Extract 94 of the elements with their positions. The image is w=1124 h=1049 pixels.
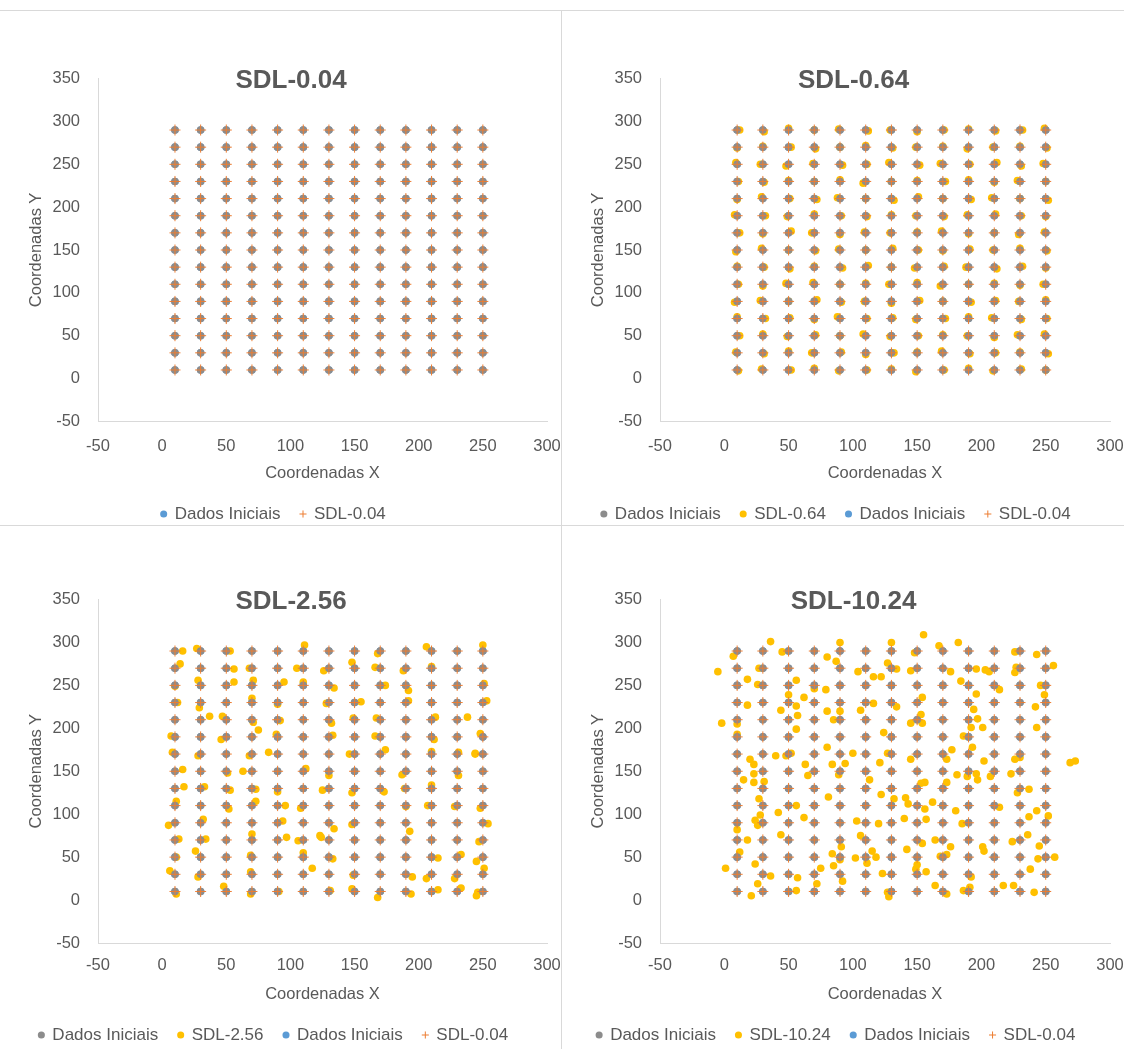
y-tick-label: -50 <box>56 410 80 429</box>
x-tick-label: -50 <box>648 435 672 454</box>
y-tick-label: -50 <box>618 410 642 429</box>
y-tick-label: 250 <box>614 674 642 693</box>
y-axis-title: Coordenadas Y <box>588 714 607 829</box>
x-tick-label: 300 <box>533 435 561 454</box>
x-axis-title: Coordenadas X <box>827 462 943 481</box>
x-tick-label: 150 <box>903 955 931 974</box>
x-tick-label: 150 <box>340 435 369 454</box>
y-axis-title: Coordenadas Y <box>26 192 45 308</box>
chart-title: SDL-10.24 <box>790 584 917 615</box>
y-tick-label: 100 <box>52 282 80 301</box>
y-tick-label: 350 <box>614 589 642 608</box>
x-tick-label: 250 <box>469 955 497 974</box>
y-tick-label: 300 <box>52 631 80 650</box>
y-tick-label: 50 <box>623 846 642 865</box>
x-tick-label: 50 <box>779 435 798 454</box>
y-tick-label: 200 <box>614 717 642 736</box>
x-tick-label: 150 <box>340 955 369 974</box>
x-tick-label: 150 <box>903 435 931 454</box>
y-tick-label: 150 <box>614 239 642 258</box>
legend-label: SDL-10.24 <box>749 1024 831 1044</box>
y-tick-label: 50 <box>623 325 642 344</box>
y-tick-label: 250 <box>614 153 642 172</box>
chart-title: SDL-2.56 <box>235 584 347 615</box>
y-tick-label: 100 <box>614 282 642 301</box>
chart-title: SDL-0.04 <box>235 63 348 94</box>
y-axis-title: Coordenadas Y <box>26 714 45 829</box>
y-tick-label: 100 <box>614 803 642 822</box>
y-axis-title: Coordenadas Y <box>588 192 607 308</box>
x-tick-label: -50 <box>86 955 110 974</box>
y-tick-label: 0 <box>70 368 80 387</box>
y-tick-label: 0 <box>70 889 80 908</box>
x-tick-label: 200 <box>404 435 433 454</box>
y-tick-label: 350 <box>52 589 80 608</box>
x-tick-label: 100 <box>839 435 867 454</box>
legend-label: SDL-0.04 <box>998 503 1071 523</box>
legend-label: SDL-0.04 <box>1003 1024 1076 1044</box>
x-tick-label: -50 <box>86 435 110 454</box>
y-tick-label: 300 <box>614 631 642 650</box>
legend-label: Dados Iniciais <box>174 503 281 523</box>
x-tick-label: 0 <box>157 435 167 454</box>
y-tick-label: 50 <box>61 325 80 344</box>
x-tick-label: 100 <box>276 955 305 974</box>
y-tick-label: 150 <box>614 760 642 779</box>
x-axis-title: Coordenadas X <box>265 462 380 481</box>
y-tick-label: 200 <box>614 196 642 215</box>
legend-label: SDL-0.64 <box>754 503 827 523</box>
legend-label: Dados Iniciais <box>610 1024 716 1044</box>
y-tick-label: 0 <box>632 889 642 908</box>
x-tick-label: 50 <box>217 435 236 454</box>
x-tick-label: 0 <box>719 435 729 454</box>
y-tick-label: 300 <box>614 111 642 129</box>
x-tick-label: 50 <box>779 955 798 974</box>
legend-label: Dados Iniciais <box>52 1024 159 1044</box>
x-tick-label: 300 <box>1096 435 1124 454</box>
y-tick-label: 250 <box>52 153 80 172</box>
x-tick-label: 0 <box>719 955 729 974</box>
x-tick-label: 100 <box>276 435 305 454</box>
y-tick-label: 100 <box>52 803 80 822</box>
y-tick-label: 300 <box>52 111 80 129</box>
y-tick-label: -50 <box>56 932 80 951</box>
y-tick-label: 250 <box>52 674 80 693</box>
x-tick-label: 250 <box>1031 955 1060 974</box>
y-tick-label: -50 <box>618 932 642 951</box>
x-tick-label: 250 <box>469 435 497 454</box>
x-tick-label: 250 <box>1031 435 1060 454</box>
y-tick-label: 350 <box>52 68 80 87</box>
y-tick-label: 50 <box>61 846 80 865</box>
y-tick-label: 150 <box>52 760 80 779</box>
x-tick-label: 200 <box>967 435 996 454</box>
y-tick-label: 200 <box>52 717 80 736</box>
x-tick-label: 50 <box>217 955 236 974</box>
y-tick-label: 350 <box>614 68 642 87</box>
legend-label: Dados Iniciais <box>297 1024 403 1044</box>
y-tick-label: 0 <box>632 368 642 387</box>
chart-title: SDL-0.64 <box>797 63 910 94</box>
x-tick-label: 100 <box>839 955 867 974</box>
legend-label: Dados Iniciais <box>614 503 721 523</box>
y-tick-label: 200 <box>52 196 80 215</box>
x-tick-label: 200 <box>967 955 996 974</box>
x-tick-label: 0 <box>157 955 167 974</box>
x-tick-label: -50 <box>648 955 672 974</box>
y-tick-label: 150 <box>52 239 80 258</box>
legend-label: Dados Iniciais <box>864 1024 971 1044</box>
x-tick-label: 200 <box>404 955 433 974</box>
x-tick-label: 300 <box>1096 955 1124 974</box>
x-axis-title: Coordenadas X <box>827 983 943 1002</box>
legend-label: Dados Iniciais <box>859 503 966 523</box>
legend-label: SDL-0.04 <box>314 503 386 523</box>
x-axis-title: Coordenadas X <box>265 983 380 1002</box>
legend-label: SDL-2.56 <box>191 1024 264 1044</box>
legend-label: SDL-0.04 <box>436 1024 509 1044</box>
x-tick-label: 300 <box>533 955 561 974</box>
